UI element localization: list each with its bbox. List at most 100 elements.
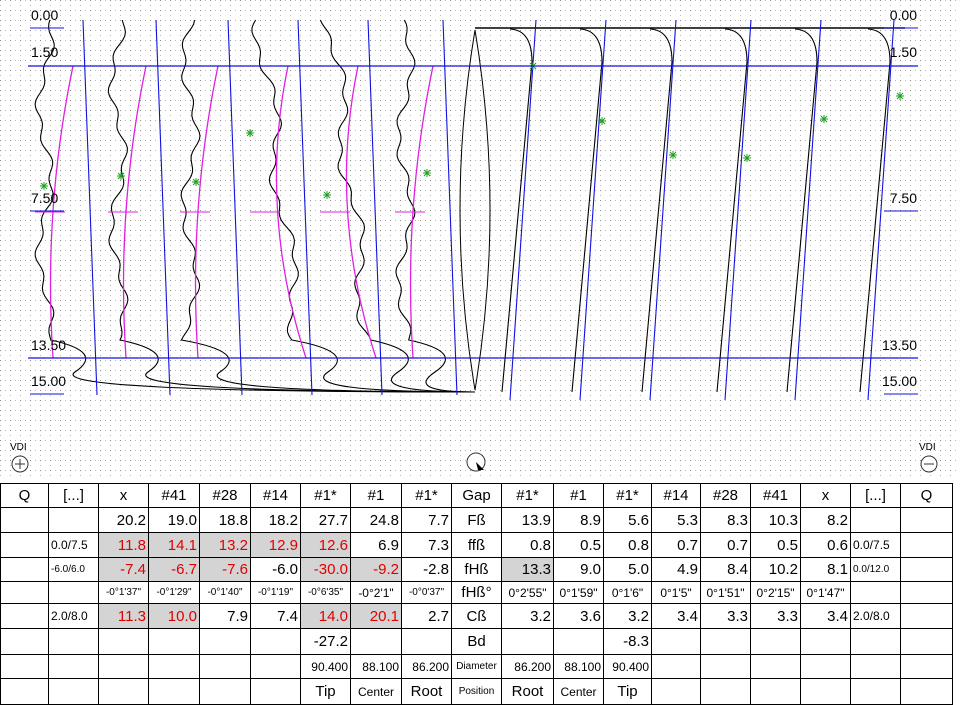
- table-cell: [900, 532, 953, 558]
- table-cell: [700, 678, 751, 705]
- table-cell: 13.9: [501, 507, 554, 533]
- marker: [246, 129, 254, 137]
- table-cell: [401, 628, 452, 655]
- level-label: 7.50: [890, 190, 917, 206]
- profile-trace: [501, 28, 533, 393]
- table-cell: [0, 532, 49, 558]
- table-row: -27.2 Bd -8.3: [0, 628, 953, 655]
- table-cell: 0°2'55": [501, 581, 554, 604]
- table-row: 0.0/7.5 11.8 14.1 13.2 12.9 12.6 6.9 7.3 ffß 0.8 0…: [0, 532, 953, 558]
- table-cell: 0°1'6": [603, 581, 652, 604]
- table-cell: -7.6: [199, 557, 251, 582]
- table-cell: -9.2: [350, 557, 402, 582]
- table-cell: [900, 557, 953, 582]
- nominal-line: [297, 19, 313, 396]
- header-cell: #1*: [501, 483, 554, 508]
- header-cell: #1: [553, 483, 604, 508]
- table-cell: Center: [350, 678, 402, 705]
- table-cell: [850, 581, 901, 604]
- table-cell: 0°1'47": [800, 581, 851, 604]
- zoom-in-plus: [15, 459, 25, 469]
- table-cell: 3.2: [603, 603, 652, 629]
- table-cell: Cß: [451, 603, 502, 629]
- nominal-line: [227, 19, 243, 396]
- table-row: Tip Center Root Position Root Center Tip: [0, 678, 953, 705]
- marker: [323, 191, 331, 199]
- nominal-line: [367, 19, 383, 396]
- level-label: 15.00: [882, 373, 917, 389]
- table-cell: [900, 581, 953, 604]
- marker: [40, 182, 48, 190]
- table-cell: [250, 654, 301, 679]
- table-cell: -2.8: [401, 557, 452, 582]
- table-cell: 5.6: [603, 507, 652, 533]
- marker: [820, 115, 828, 123]
- table-cell: 0°1'59": [553, 581, 604, 604]
- table-cell: 13.2: [199, 532, 251, 558]
- table-cell: 7.7: [401, 507, 452, 533]
- table-cell: [800, 654, 851, 679]
- table-cell: -30.0: [300, 557, 351, 582]
- header-cell: #1: [350, 483, 402, 508]
- table-cell: [148, 654, 200, 679]
- profile-trace: [107, 19, 476, 393]
- vdi-label: VDI: [10, 442, 27, 453]
- mean-line: [122, 65, 147, 359]
- table-row: 20.2 19.0 18.8 18.2 27.7 24.8 7.7 Fß 13.9 8.9 5.6 5…: [0, 507, 953, 533]
- profile-trace: [34, 19, 476, 393]
- level-label: 1.50: [31, 44, 58, 60]
- table-cell: [850, 678, 901, 705]
- table-cell: 0.5: [750, 532, 801, 558]
- table-cell: 0.0/7.5: [850, 532, 901, 558]
- header-cell: #14: [651, 483, 701, 508]
- table-cell: 0°1'5": [651, 581, 701, 604]
- table-cell: 0.6: [800, 532, 851, 558]
- nominal-line: [82, 19, 98, 396]
- table-cell: -0°6'35": [300, 581, 351, 604]
- table-cell: 86.200: [401, 654, 452, 679]
- table-cell: [750, 678, 801, 705]
- table-cell: [48, 628, 99, 655]
- table-cell: [148, 678, 200, 705]
- table-cell: 0.5: [553, 532, 604, 558]
- header-cell: #41: [148, 483, 200, 508]
- gap-lens: [459, 29, 491, 391]
- table-cell: 11.8: [98, 532, 149, 558]
- table-cell: -8.3: [603, 628, 652, 655]
- table-cell: 2.0/8.0: [850, 603, 901, 629]
- table-cell: 3.3: [750, 603, 801, 629]
- marker: [423, 169, 431, 177]
- table-cell: [0, 654, 49, 679]
- table-row: 90.400 88.100 86.200 Diameter 86.200 88.100 90…: [0, 654, 953, 679]
- table-cell: Center: [553, 678, 604, 705]
- header-cell: [...]: [850, 483, 901, 508]
- level-label: 1.50: [890, 44, 917, 60]
- table-cell: [199, 628, 251, 655]
- level-label: 13.50: [882, 337, 917, 353]
- table-cell: [850, 628, 901, 655]
- table-cell: [48, 678, 99, 705]
- table-cell: 5.0: [603, 557, 652, 582]
- table-cell: 7.4: [250, 603, 301, 629]
- header-cell: #28: [199, 483, 251, 508]
- table-cell: 20.1: [350, 603, 402, 629]
- level-label: 7.50: [31, 190, 58, 206]
- table-cell: -0°1'37": [98, 581, 149, 604]
- marker: [669, 151, 677, 159]
- marker: [192, 178, 200, 186]
- table-cell: [199, 654, 251, 679]
- table-cell: Position: [451, 678, 502, 705]
- nominal-line: [867, 19, 895, 401]
- rotate-arrow: [476, 462, 484, 470]
- table-cell: 9.0: [553, 557, 604, 582]
- table-cell: [48, 507, 99, 533]
- table-cell: -0°0'37": [401, 581, 452, 604]
- level-label: 0.00: [31, 7, 58, 23]
- profile-trace: [251, 19, 476, 393]
- table-cell: 20.2: [98, 507, 149, 533]
- header-cell: [...]: [48, 483, 99, 508]
- table-cell: [750, 628, 801, 655]
- marker: [598, 117, 606, 125]
- marker: [896, 92, 904, 100]
